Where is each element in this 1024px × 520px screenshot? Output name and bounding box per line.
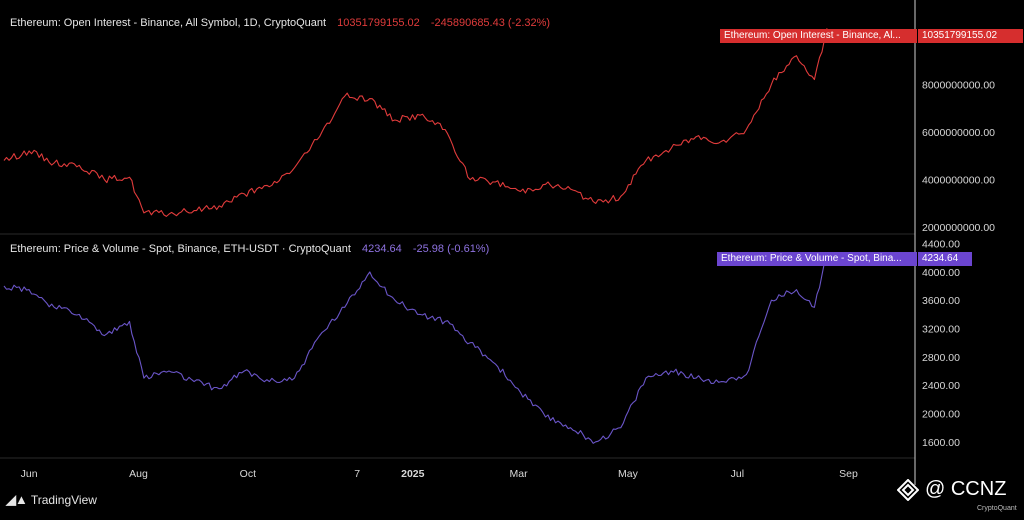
x-tick-label: Oct (240, 468, 256, 480)
x-tick-label: 2025 (401, 468, 425, 480)
price-series-label-tag: Ethereum: Price & Volume - Spot, Bina... (717, 252, 917, 266)
price-series-name: Ethereum: Price & Volume - Spot, Binance… (10, 243, 351, 255)
ccnz-watermark: @ CCNZ (897, 478, 1006, 501)
tradingview-wordmark: TradingView (30, 493, 97, 507)
x-tick-label: May (618, 468, 639, 480)
price-change: -25.98 (-0.61%) (412, 243, 490, 255)
price-y-tick-label: 2800.00 (922, 352, 960, 364)
open-interest-series-name: Ethereum: Open Interest - Binance, All S… (10, 17, 327, 29)
price-last-value: 4234.64 (362, 243, 402, 255)
price-y-tick-label: 2000.00 (922, 409, 960, 421)
chart-grid (0, 0, 916, 485)
open-interest-series-line (3, 28, 828, 217)
x-tick-label: Aug (129, 468, 148, 480)
ccnz-watermark-text: @ CCNZ (925, 478, 1007, 500)
open-interest-pane-title: Ethereum: Open Interest - Binance, All S… (10, 17, 550, 29)
open-interest-last-value-tag: 10351799155.02 (918, 29, 1023, 43)
open-interest-series-label-tag: Ethereum: Open Interest - Binance, Al... (720, 29, 917, 43)
open-interest-y-tick-label: 4000000000.00 (922, 175, 995, 187)
chart-series (3, 28, 828, 444)
price-pane-title: Ethereum: Price & Volume - Spot, Binance… (10, 243, 489, 255)
price-y-tick-label: 1600.00 (922, 437, 960, 449)
price-y-tick-label: 3600.00 (922, 295, 960, 307)
price-series-line (3, 255, 828, 444)
price-y-tick-label: 3200.00 (922, 324, 960, 336)
open-interest-change: -245890685.43 (-2.32%) (430, 17, 551, 29)
open-interest-y-tick-label: 8000000000.00 (922, 79, 995, 91)
price-y-tick-label: 4400.00 (922, 239, 960, 251)
price-y-tick-label: 2400.00 (922, 380, 960, 392)
x-tick-label: Jun (21, 468, 38, 480)
x-tick-label: Mar (510, 468, 529, 480)
price-last-value-tag: 4234.64 (918, 252, 972, 266)
tradingview-logo[interactable]: ◢▲ TradingView (6, 492, 97, 508)
x-tick-label: Jul (731, 468, 744, 480)
cryptoquant-small-label: CryptoQuant (977, 505, 1017, 512)
open-interest-last-value: 10351799155.02 (337, 17, 420, 29)
x-tick-label: 7 (354, 468, 360, 480)
cryptoquant-diamond-icon (897, 478, 919, 501)
open-interest-y-tick-label: 6000000000.00 (922, 127, 995, 139)
price-y-tick-label: 4000.00 (922, 267, 960, 279)
x-tick-label: Sep (839, 468, 858, 480)
open-interest-y-tick-label: 2000000000.00 (922, 222, 995, 234)
tradingview-logo-icon: ◢▲ (6, 492, 28, 507)
